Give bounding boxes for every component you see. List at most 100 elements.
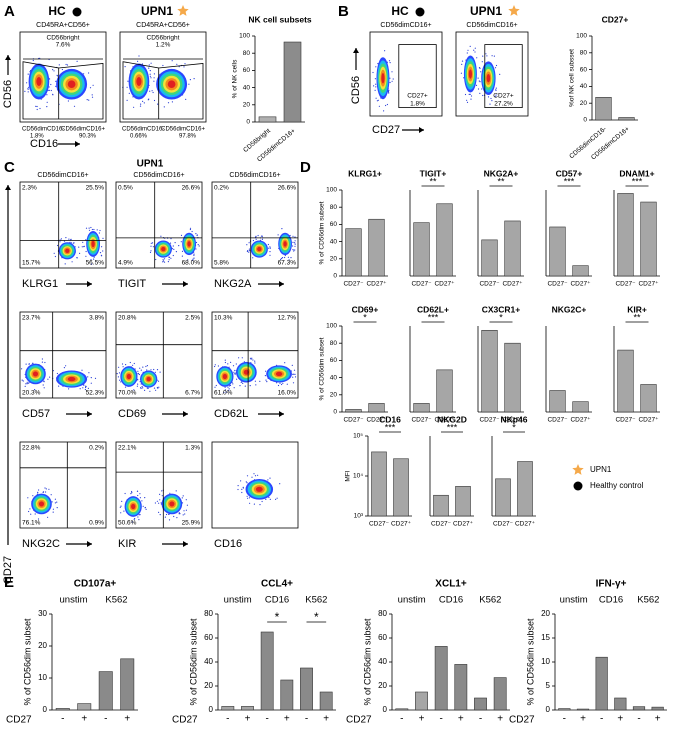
flow-event	[139, 514, 141, 516]
flow-event	[466, 99, 468, 101]
flow-event	[182, 514, 184, 516]
bar	[481, 329, 498, 413]
flow-event	[493, 55, 495, 57]
flow-event	[157, 380, 160, 382]
gate-percent: 1.2%	[156, 42, 171, 49]
flow-density	[381, 72, 385, 84]
flow-event	[156, 369, 159, 371]
flow-event	[54, 255, 57, 258]
gate-name: CD56bright	[47, 35, 80, 42]
flow-event	[88, 72, 90, 74]
flow-event	[245, 481, 247, 483]
flow-event	[269, 254, 271, 256]
flow-event	[150, 245, 152, 247]
flow-event	[171, 248, 173, 250]
flow-event	[46, 94, 48, 96]
flow-event	[214, 386, 216, 388]
flow-event	[142, 387, 144, 389]
bar	[280, 679, 294, 711]
gate-label: CD45RA+CD56+	[36, 22, 90, 29]
flow-event	[280, 258, 282, 260]
flow-event	[82, 241, 84, 243]
flow-event	[146, 369, 148, 371]
plot-title: HC	[391, 4, 409, 18]
flow-event	[474, 47, 476, 49]
flow-event	[126, 99, 128, 101]
bar	[221, 706, 235, 711]
y-tick-label: 40	[580, 83, 588, 90]
flow-event	[150, 62, 152, 64]
x-tick-label: -	[305, 714, 308, 725]
gate-name: CD56dimCD16+	[161, 127, 205, 133]
flow-event	[138, 55, 140, 57]
flow-event	[183, 66, 185, 68]
flow-event	[242, 382, 244, 384]
flow-event	[284, 256, 286, 259]
flow-event	[32, 59, 34, 62]
x-tick-label: CD27⁺	[638, 417, 659, 424]
significance-label: *	[275, 610, 280, 624]
bar	[319, 691, 333, 711]
flow-event	[76, 257, 78, 259]
flow-event	[145, 508, 147, 510]
flow-event	[149, 90, 151, 92]
flow-event	[120, 512, 122, 514]
flow-event	[191, 259, 193, 261]
flow-density	[468, 69, 473, 79]
flow-event	[28, 363, 30, 365]
flow-event	[267, 479, 269, 481]
flow-event	[235, 363, 237, 365]
flow-event	[22, 380, 24, 382]
flow-density	[187, 241, 191, 247]
x-tick-label: CD27⁻	[411, 281, 432, 288]
flow-event	[165, 513, 168, 516]
flow-event	[377, 63, 379, 65]
flow-density	[131, 503, 136, 510]
y-axis-label: CD56	[350, 76, 362, 104]
flow-event	[131, 490, 133, 493]
flow-event	[154, 502, 156, 504]
y-axis-label: CD56	[2, 80, 14, 108]
flow-event	[181, 502, 184, 504]
flow-event	[157, 387, 159, 389]
flow-event	[214, 364, 216, 366]
flow-event	[234, 373, 237, 375]
x-tick-label: +	[655, 714, 661, 725]
flow-event	[188, 83, 190, 85]
x-tick-label: CD27⁺	[502, 281, 523, 288]
flow-event	[294, 242, 296, 244]
significance-label: *	[499, 312, 503, 322]
bar	[617, 349, 634, 413]
bar	[433, 494, 449, 517]
y-tick-label: 20	[243, 102, 251, 109]
bar	[241, 706, 254, 711]
flow-event	[21, 368, 23, 370]
x-axis-label: NKG2A	[214, 278, 252, 290]
arrow-head	[353, 48, 359, 53]
y-tick-label: 15	[541, 633, 550, 642]
flow-event	[291, 364, 293, 366]
flow-event	[52, 508, 55, 510]
flow-event	[294, 243, 296, 245]
flow-event	[482, 94, 484, 97]
quadrant-percent: 0.2%	[89, 445, 104, 452]
y-tick-label: 20	[541, 609, 550, 618]
quadrant-percent: 12.7%	[278, 315, 297, 322]
flow-event	[238, 357, 240, 359]
flow-event	[167, 102, 170, 104]
flow-event	[185, 499, 187, 501]
panel-label: B	[338, 3, 349, 20]
flow-event	[137, 373, 139, 375]
flow-event	[142, 366, 144, 368]
flow-event	[246, 244, 248, 246]
bar	[614, 697, 627, 711]
flow-event	[47, 378, 49, 380]
gate-percent: 27.2%	[494, 101, 513, 108]
y-tick-label: 80	[580, 50, 588, 57]
flow-event	[253, 503, 255, 505]
flow-event	[475, 84, 478, 86]
bar	[434, 646, 448, 711]
flow-event	[102, 237, 104, 239]
chart-title: NK cell subsets	[248, 14, 312, 24]
x-tick-label: -	[104, 714, 107, 725]
